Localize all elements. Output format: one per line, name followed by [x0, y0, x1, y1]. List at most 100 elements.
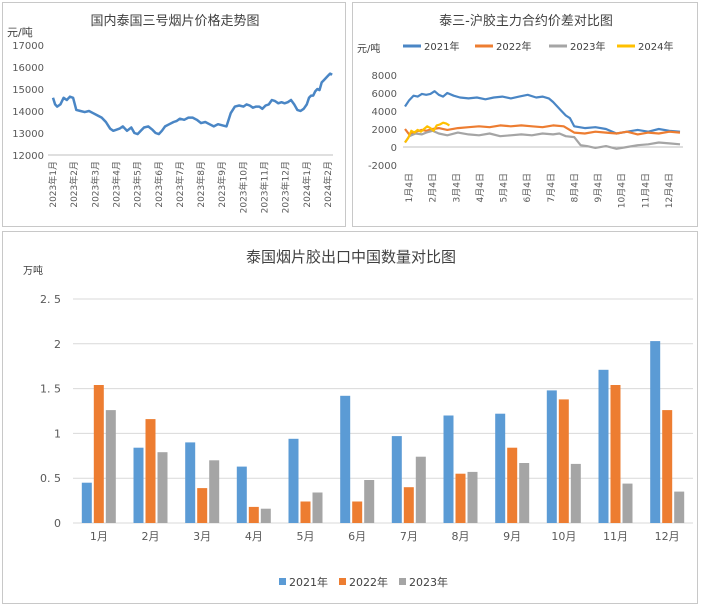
- x-tick-label: 2023年7月: [174, 161, 186, 208]
- bar-2023年-10月: [570, 463, 581, 523]
- y-tick-label: 1: [54, 427, 61, 440]
- bar-2021年-12月: [650, 341, 661, 523]
- x-tick-label: 3月4日: [451, 173, 462, 202]
- legend-label: 2021年: [289, 575, 328, 589]
- bar-2022年-12月: [662, 410, 673, 523]
- series-line-2021年: [404, 90, 681, 135]
- bar-2022年-11月: [610, 385, 621, 523]
- bar-2023年-7月: [415, 456, 426, 523]
- legend-label: 2023年: [409, 575, 448, 589]
- bar-2021年-6月: [340, 395, 351, 523]
- bar-2023年-5月: [312, 492, 323, 523]
- x-tick-label: 4月4日: [475, 173, 486, 202]
- bar-2022年-8月: [455, 473, 466, 523]
- bar-2021年-3月: [185, 442, 196, 523]
- x-tick-label: 10月: [551, 530, 576, 543]
- bar-2023年-6月: [364, 480, 375, 523]
- y-tick-label: 4000: [372, 107, 397, 118]
- x-tick-label: 12月4日: [664, 173, 675, 208]
- bar-2021年-1月: [81, 482, 92, 523]
- x-tick-label: 6月: [348, 530, 366, 543]
- legend-label: 2024年: [638, 40, 673, 53]
- bar-2022年-7月: [403, 487, 414, 523]
- y-tick-label: 14000: [12, 107, 44, 118]
- x-tick-label: 2月: [142, 530, 160, 543]
- x-tick-label: 2023年1月: [47, 161, 59, 208]
- x-tick-label: 2023年3月: [89, 161, 101, 208]
- y-tick-label: 15000: [12, 85, 44, 96]
- spread-comparison-panel: 泰三-沪胶主力合约价差对比图 元/吨 2021年 2022年 2023年 2024年 800…: [352, 2, 698, 227]
- x-tick-label: 2023年4月: [110, 161, 122, 208]
- x-tick-label: 3月: [193, 530, 211, 543]
- legend-label: 2021年: [424, 40, 459, 53]
- y-tick-label: 0: [54, 517, 61, 530]
- x-tick-label: 12月: [655, 530, 680, 543]
- x-tick-label: 7月4日: [546, 173, 557, 202]
- bar-2022年-9月: [507, 447, 518, 523]
- x-tick-label: 9月4日: [593, 173, 604, 202]
- bar-2021年-2月: [133, 447, 144, 523]
- bar-2022年-3月: [197, 488, 208, 523]
- price-trend-panel: 国内泰国三号烟片价格走势图 元/吨 17000 16000 15000 14000 1300…: [2, 2, 346, 227]
- x-tick-label: 8月: [452, 530, 470, 543]
- y-tick-label: 2000: [372, 125, 397, 136]
- x-tick-label: 5月: [297, 530, 315, 543]
- export-volume-panel: 泰国烟片胶出口中国数量对比图 万吨 2. 5 2 1. 5 1 0. 5 0 1月 2月 3月 4月 5…: [2, 231, 698, 604]
- bar-2021年-4月: [236, 466, 247, 523]
- bar-2022年-5月: [300, 501, 311, 523]
- x-tick-label: 10月4日: [617, 173, 628, 208]
- legend-swatch: [339, 578, 346, 585]
- x-tick-label: 1月4日: [404, 173, 415, 202]
- bar-2023年-9月: [519, 463, 530, 523]
- x-tick-label: 1月: [90, 530, 108, 543]
- y-tick-label: 0. 5: [40, 472, 61, 485]
- y-tick-label: 6000: [372, 89, 397, 100]
- y-tick-label: 16000: [12, 63, 44, 74]
- bar-2021年-9月: [495, 413, 506, 523]
- x-tick-label: 2023年5月: [132, 161, 144, 208]
- bar-2021年-7月: [391, 436, 402, 523]
- x-tick-label: 2023年2月: [68, 161, 80, 208]
- legend-label: 2022年: [349, 575, 388, 589]
- bar-2022年-1月: [93, 385, 104, 523]
- x-tick-label: 2023年6月: [153, 161, 165, 208]
- bar-2023年-3月: [209, 460, 220, 523]
- bar-2022年-6月: [352, 501, 363, 523]
- y-tick-label: 17000: [12, 41, 44, 52]
- bar-2021年-11月: [598, 369, 609, 523]
- y-tick-label: 8000: [372, 71, 397, 82]
- x-tick-label: 5月4日: [499, 173, 510, 202]
- y-tick-label: 13000: [12, 129, 44, 140]
- x-tick-label: 2024年1月: [301, 161, 313, 208]
- x-tick-label: 4月: [245, 530, 263, 543]
- x-tick-label: 2023年12月: [280, 161, 292, 213]
- y-tick-label: 12000: [12, 151, 44, 162]
- bar-2022年-10月: [558, 399, 569, 523]
- x-tick-label: 2023年9月: [216, 161, 228, 208]
- bar-2021年-5月: [288, 438, 299, 523]
- y-tick-label: 2: [54, 338, 61, 351]
- bar-2021年-8月: [443, 415, 454, 523]
- x-tick-label: 2023年10月: [237, 161, 249, 213]
- y-tick-label: 1. 5: [40, 383, 61, 396]
- chart-title: 泰三-沪胶主力合约价差对比图: [439, 13, 613, 29]
- bar-2023年-4月: [260, 508, 271, 523]
- chart-title: 泰国烟片胶出口中国数量对比图: [246, 248, 456, 266]
- y-tick-label: -2000: [368, 161, 397, 172]
- y-tick-label: 2. 5: [40, 293, 61, 306]
- y-axis-label: 元/吨: [357, 42, 380, 55]
- bar-2023年-11月: [622, 483, 633, 523]
- x-tick-label: 7月: [400, 530, 418, 543]
- x-tick-label: 2023年11月: [259, 161, 271, 213]
- bar-2021年-10月: [546, 390, 557, 523]
- legend-swatch: [279, 578, 286, 585]
- x-tick-label: 2024年2月: [322, 161, 334, 208]
- legend-swatch: [399, 578, 406, 585]
- bar-2023年-2月: [157, 452, 168, 523]
- x-tick-label: 2月4日: [428, 173, 439, 202]
- x-tick-label: 9月: [503, 530, 521, 543]
- x-tick-label: 2023年8月: [195, 161, 207, 208]
